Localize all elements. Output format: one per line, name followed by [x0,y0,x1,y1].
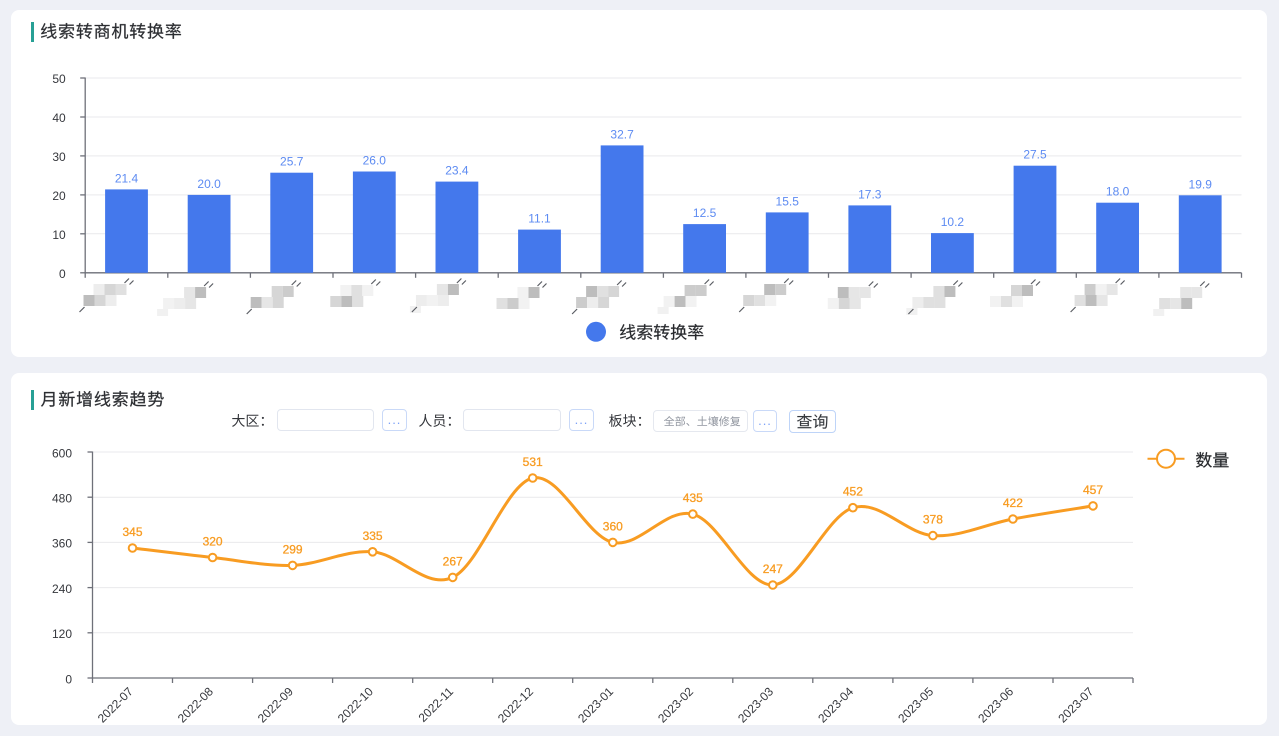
svg-text:15.5: 15.5 [776,194,800,208]
svg-text:360: 360 [52,537,72,551]
svg-text:0: 0 [59,267,66,281]
svg-text:2023-01: 2023-01 [575,684,616,725]
svg-text:25.7: 25.7 [280,155,304,169]
svg-text:378: 378 [923,513,943,527]
svg-text:360: 360 [603,519,623,533]
svg-text:2022-09: 2022-09 [255,684,296,725]
svg-text:480: 480 [52,492,72,506]
svg-text:21.4: 21.4 [115,171,139,185]
svg-text:2023-03: 2023-03 [735,684,776,725]
svg-text:20: 20 [52,189,66,203]
svg-text:11.1: 11.1 [528,212,551,226]
svg-text:26.0: 26.0 [363,154,387,168]
svg-text:32.7: 32.7 [610,127,634,141]
svg-text:2022-07: 2022-07 [95,684,136,725]
svg-text:2022-08: 2022-08 [175,684,216,725]
svg-text:435: 435 [683,491,703,505]
svg-text:0: 0 [65,672,72,686]
svg-text:457: 457 [1083,483,1103,497]
svg-text:320: 320 [203,535,223,549]
svg-text:23.4: 23.4 [445,164,469,178]
svg-text:2023-07: 2023-07 [1055,684,1096,725]
svg-text:452: 452 [843,485,863,499]
svg-text:18.0: 18.0 [1106,185,1130,199]
svg-text:345: 345 [122,525,142,539]
svg-text:2023-06: 2023-06 [975,684,1016,725]
svg-text:120: 120 [52,627,72,641]
svg-text:2023-04: 2023-04 [815,684,856,725]
svg-text:335: 335 [363,529,383,543]
svg-text:2023-02: 2023-02 [655,684,696,725]
svg-text:30: 30 [52,150,66,164]
svg-text:267: 267 [443,554,463,568]
svg-text:2023-05: 2023-05 [895,684,936,725]
svg-text:2022-10: 2022-10 [335,684,376,725]
svg-text:247: 247 [763,562,783,576]
svg-text:10: 10 [52,228,66,242]
svg-text:10.2: 10.2 [941,215,965,229]
svg-text:12.5: 12.5 [693,206,717,220]
svg-text:50: 50 [52,72,66,86]
svg-text:27.5: 27.5 [1023,148,1047,162]
svg-text:2022-12: 2022-12 [495,684,536,725]
svg-text:299: 299 [283,542,303,556]
svg-text:422: 422 [1003,496,1023,510]
svg-text:19.9: 19.9 [1189,177,1213,191]
svg-text:240: 240 [52,582,72,596]
svg-text:2022-11: 2022-11 [416,684,457,725]
svg-text:531: 531 [523,455,543,469]
svg-text:17.3: 17.3 [858,187,882,201]
svg-text:20.0: 20.0 [197,177,221,191]
svg-text:40: 40 [52,111,66,125]
svg-text:600: 600 [52,446,72,460]
